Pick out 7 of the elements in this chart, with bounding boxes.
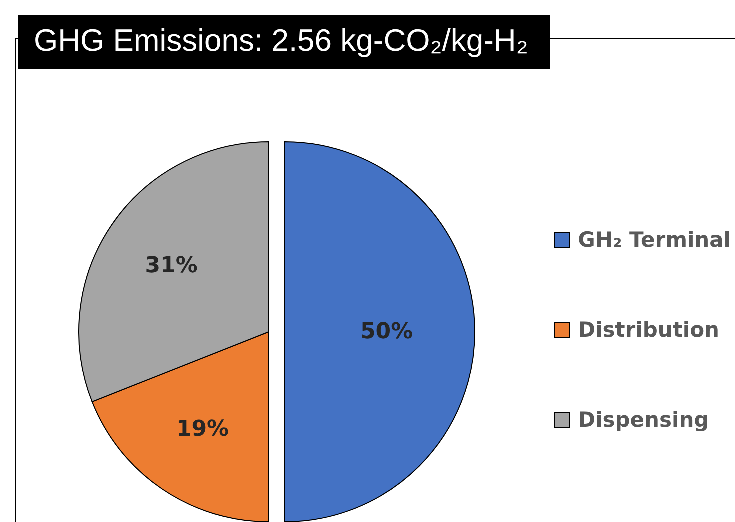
data-label: 31%: [145, 253, 198, 278]
chart-title: GHG Emissions: 2.56 kg-CO₂/kg-H₂: [18, 15, 550, 69]
legend-label: GH₂ Terminal: [578, 228, 731, 252]
legend-label: Distribution: [578, 318, 720, 342]
data-label: 19%: [176, 416, 230, 442]
legend-label: Dispensing: [578, 408, 710, 432]
data-label: 50%: [360, 320, 414, 344]
